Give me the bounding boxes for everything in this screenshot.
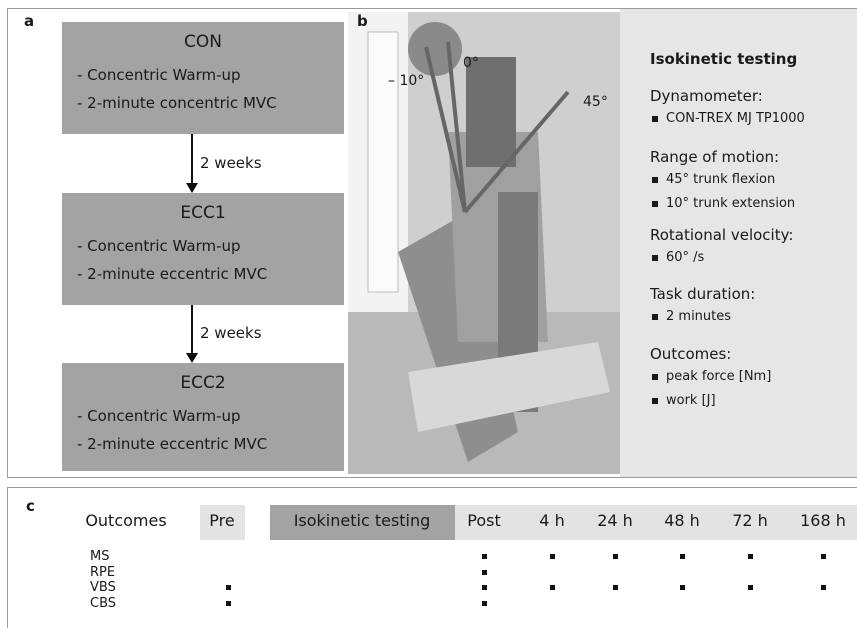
bullet — [652, 314, 658, 320]
bullet — [652, 177, 658, 183]
step-item: - 2-minute eccentric MVC — [77, 265, 267, 283]
angle-label: 0° — [463, 55, 479, 71]
marker — [482, 601, 487, 606]
bullet — [652, 255, 658, 261]
section-title: Task duration: — [650, 285, 755, 303]
angle-label: – 10° — [388, 73, 424, 89]
bullet — [652, 116, 658, 122]
marker — [482, 570, 487, 575]
step-title: ECC1 — [62, 203, 344, 223]
header-cell: 168 h — [733, 511, 857, 530]
section-title: Rotational velocity: — [650, 226, 793, 244]
step-item: - 2-minute eccentric MVC — [77, 435, 267, 453]
bullet — [652, 398, 658, 404]
section-item: 60° /s — [666, 250, 704, 265]
marker — [226, 585, 231, 590]
marker — [226, 601, 231, 606]
section-item: 45° trunk flexion — [666, 172, 775, 187]
marker — [748, 554, 753, 559]
row-label: RPE — [90, 565, 115, 580]
section-item: peak force [Nm] — [666, 369, 771, 384]
panel-label: b — [357, 12, 368, 30]
step-item: - Concentric Warm-up — [77, 407, 241, 425]
step-item: - Concentric Warm-up — [77, 237, 241, 255]
section-title: Dynamometer: — [650, 87, 763, 105]
arrow-line — [191, 134, 193, 185]
figure: a b Isokinetic testing c CON - Concentric… — [0, 0, 857, 628]
section-item: 10° trunk extension — [666, 196, 795, 211]
step-title: CON — [62, 32, 344, 52]
interval-label: 2 weeks — [200, 324, 262, 342]
bullet — [652, 374, 658, 380]
marker — [613, 585, 618, 590]
step-item: - 2-minute concentric MVC — [77, 94, 277, 112]
section-title: Outcomes: — [650, 345, 731, 363]
marker — [482, 585, 487, 590]
panel-label: a — [24, 12, 34, 30]
bullet — [652, 201, 658, 207]
row-label: MS — [90, 549, 109, 564]
section-item: 2 minutes — [666, 309, 731, 324]
marker — [680, 554, 685, 559]
marker — [613, 554, 618, 559]
step-item: - Concentric Warm-up — [77, 66, 241, 84]
marker — [680, 585, 685, 590]
marker — [482, 554, 487, 559]
arrow-line — [191, 305, 193, 355]
arrow-head — [186, 183, 198, 193]
row-label: VBS — [90, 580, 116, 595]
interval-label: 2 weeks — [200, 154, 262, 172]
panel-label: c — [26, 497, 35, 515]
angle-label: 45° — [583, 94, 608, 110]
marker — [550, 585, 555, 590]
info-heading: Isokinetic testing — [650, 50, 797, 68]
row-label: CBS — [90, 596, 116, 611]
marker — [821, 585, 826, 590]
arrow-head — [186, 353, 198, 363]
marker — [550, 554, 555, 559]
marker — [748, 585, 753, 590]
section-title: Range of motion: — [650, 148, 779, 166]
section-item: CON-TREX MJ TP1000 — [666, 111, 805, 126]
section-item: work [J] — [666, 393, 716, 408]
step-title: ECC2 — [62, 373, 344, 393]
marker — [821, 554, 826, 559]
